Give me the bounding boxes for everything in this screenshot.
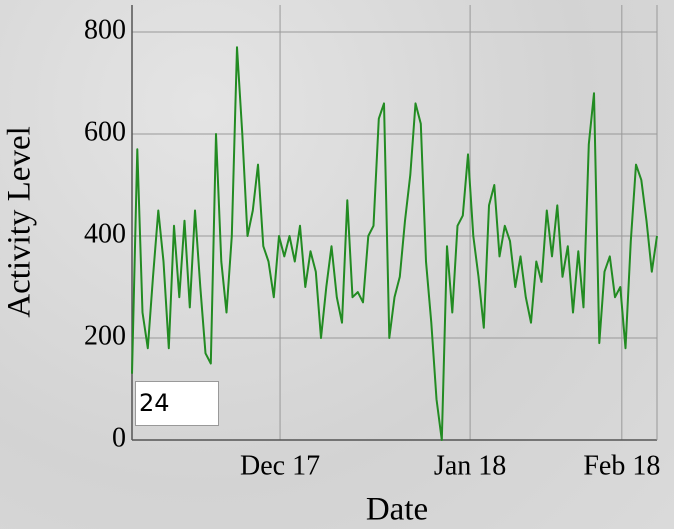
y-axis-label: Activity Level [2,126,38,318]
y-tick-label: 800 [84,14,126,45]
y-tick-label: 600 [84,116,126,147]
y-tick-label: 400 [84,218,126,249]
data-line [131,46,658,441]
y-tick-label: 200 [84,320,126,351]
roll-period-input[interactable]: 24 [135,381,219,426]
y-tick-label: 0 [112,422,126,453]
x-tick-label: Jan 18 [434,450,506,481]
x-axis-label: Date [366,492,428,528]
x-tick-label: Feb 18 [583,450,660,481]
x-tick-label: Dec 17 [240,450,320,481]
